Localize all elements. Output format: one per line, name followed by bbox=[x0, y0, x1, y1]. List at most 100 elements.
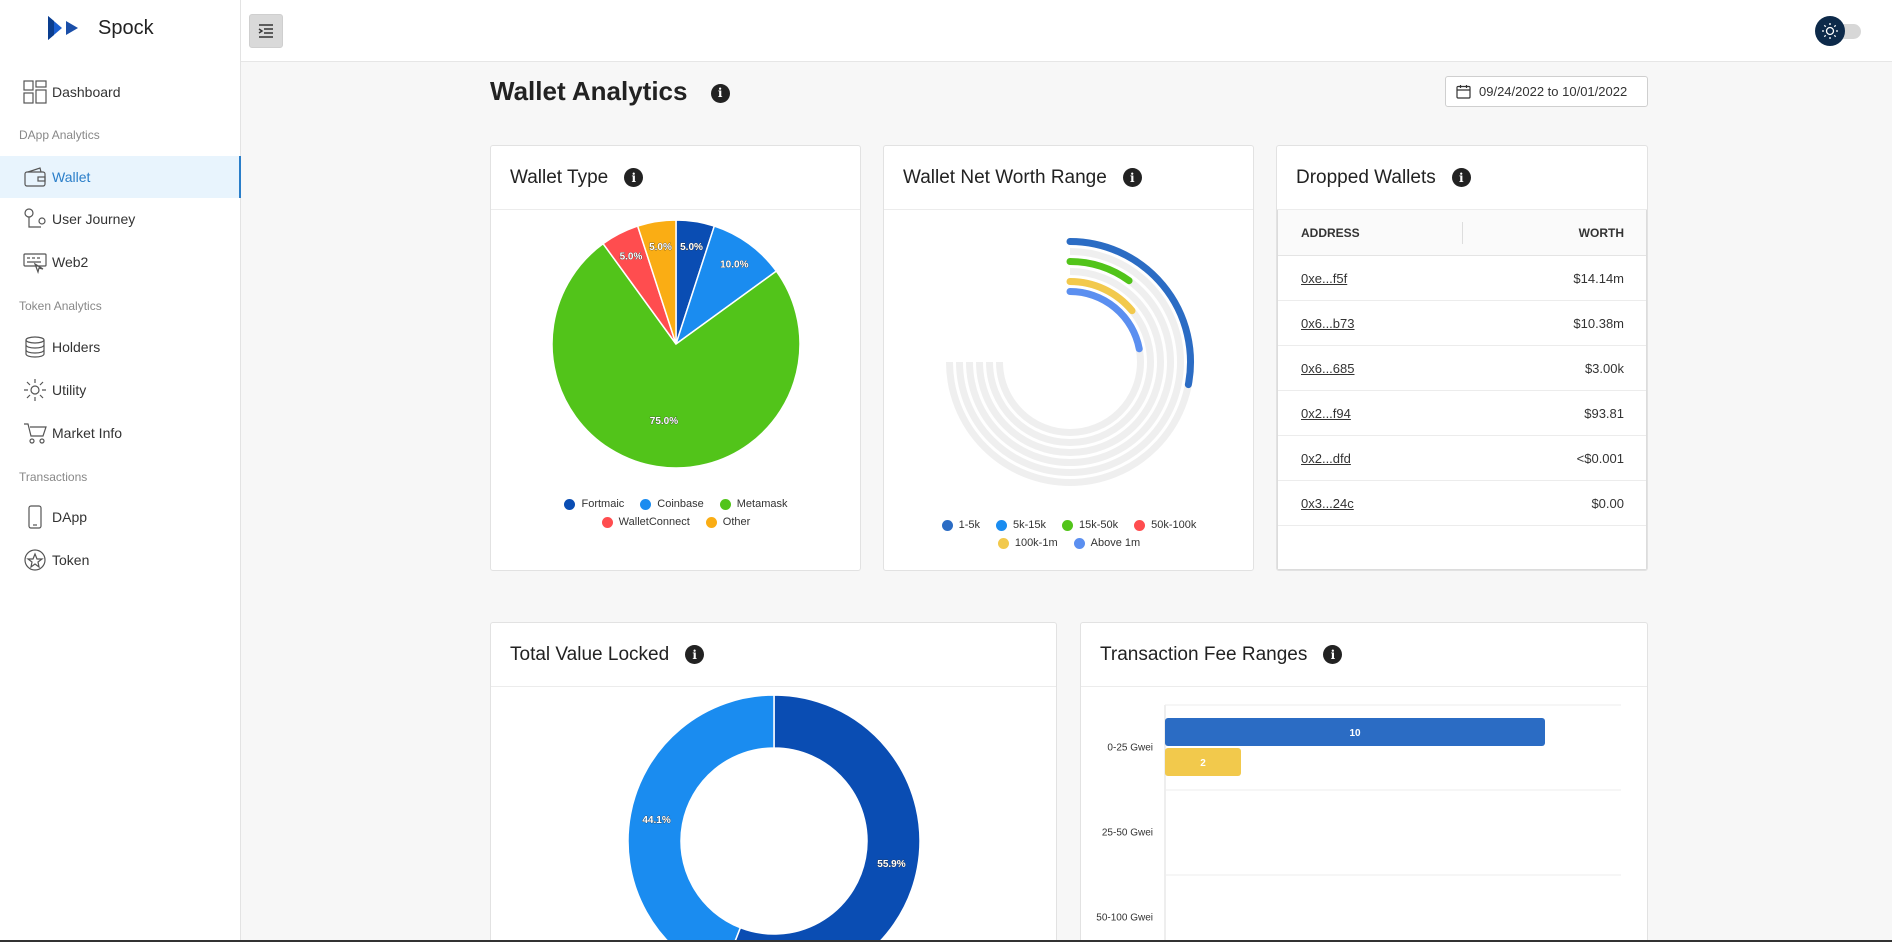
sidebar-item-label: Dashboard bbox=[52, 84, 121, 100]
sidebar-item-dashboard[interactable]: Dashboard bbox=[0, 71, 241, 113]
legend-item[interactable]: WalletConnect bbox=[601, 516, 690, 528]
sidebar-item-holders[interactable]: Holders bbox=[0, 326, 241, 368]
info-icon[interactable]: i bbox=[1122, 168, 1142, 187]
address-link[interactable]: 0x3...24c bbox=[1301, 495, 1354, 511]
info-icon[interactable]: i bbox=[1451, 168, 1471, 187]
column-header-address[interactable]: ADDRESS bbox=[1301, 225, 1360, 240]
radial-track bbox=[976, 268, 1164, 456]
page-title: Wallet Analytics i bbox=[490, 76, 730, 107]
wallet-type-card: Wallet Type i 5.0% 10.0% 75.0% 5.0% 5.0% For… bbox=[490, 145, 861, 571]
column-header-worth[interactable]: WORTH bbox=[1578, 225, 1624, 240]
tick-label: 25-50 Gwei bbox=[1102, 828, 1153, 839]
user-journey-icon bbox=[22, 206, 48, 232]
dashboard-icon bbox=[22, 79, 48, 105]
card-title: Dropped Wallets bbox=[1296, 166, 1436, 188]
legend-item[interactable]: Above 1m bbox=[1073, 537, 1141, 549]
radial-bar bbox=[1066, 278, 1136, 315]
worth-value: $93.81 bbox=[1584, 405, 1624, 421]
info-icon[interactable]: i bbox=[710, 83, 730, 103]
cart-icon bbox=[22, 420, 48, 446]
sidebar-item-wallet[interactable]: Wallet bbox=[0, 156, 241, 198]
info-icon[interactable]: i bbox=[685, 645, 705, 664]
worth-value: $14.14m bbox=[1573, 270, 1624, 286]
address-link[interactable]: 0x6...b73 bbox=[1301, 315, 1355, 331]
address-link[interactable]: 0x6...685 bbox=[1301, 360, 1355, 376]
worth-value: $0.00 bbox=[1591, 495, 1624, 511]
legend-item[interactable]: 5k-15k bbox=[995, 519, 1047, 531]
sidebar-item-label: Token bbox=[52, 552, 90, 568]
table-row: 0x6...685 $3.00k bbox=[1278, 346, 1646, 391]
legend-item[interactable]: Coinbase bbox=[640, 498, 704, 510]
legend-label: 5k-15k bbox=[1012, 519, 1047, 531]
sidebar-item-label: Wallet bbox=[52, 169, 91, 185]
tick-label: 50-100 Gwei bbox=[1096, 913, 1153, 924]
sidebar-item-label: User Journey bbox=[52, 211, 136, 227]
legend-label: 50k-100k bbox=[1151, 519, 1197, 531]
fee-ranges-card: Transaction Fee Ranges i 0-25 Gwei 10 2 25-… bbox=[1080, 622, 1648, 942]
legend-dot bbox=[941, 519, 953, 531]
theme-toggle[interactable] bbox=[1815, 15, 1865, 47]
slice-label: 44.1% bbox=[642, 815, 670, 826]
legend-item[interactable]: 1-5k bbox=[941, 519, 980, 531]
sidebar: Spock Dashboard DApp Analytics Wallet Us… bbox=[0, 0, 241, 942]
legend-label: Above 1m bbox=[1090, 537, 1141, 549]
sidebar-item-market-info[interactable]: Market Info bbox=[0, 412, 241, 454]
slice-label: 55.9% bbox=[877, 859, 905, 870]
address-link[interactable]: 0x2...dfd bbox=[1301, 450, 1351, 466]
legend-item[interactable]: Other bbox=[705, 516, 750, 528]
app-name: Spock bbox=[98, 16, 154, 39]
sidebar-item-web2[interactable]: Web2 bbox=[0, 241, 241, 283]
legend-dot bbox=[997, 537, 1009, 549]
sidebar-item-token[interactable]: Token bbox=[0, 539, 241, 581]
sidebar-item-dapp[interactable]: DApp bbox=[0, 496, 241, 538]
legend-dot bbox=[1062, 519, 1074, 531]
pie-slice bbox=[674, 225, 778, 346]
card-title: Total Value Locked bbox=[510, 643, 670, 665]
legend-dot bbox=[705, 516, 717, 528]
legend-dot bbox=[640, 498, 652, 510]
legend-label: Fortmaic bbox=[581, 498, 625, 510]
pie-slice bbox=[551, 242, 801, 469]
slice-label: 5.0% bbox=[620, 252, 643, 263]
legend-item[interactable]: Metamask bbox=[719, 498, 788, 510]
menu-toggle-button[interactable] bbox=[249, 14, 283, 48]
legend-item[interactable]: 15k-50k bbox=[1062, 519, 1118, 531]
donut-slice bbox=[733, 694, 921, 942]
dropped-wallets-card: Dropped Wallets i ADDRESS WORTH 0xe...f5… bbox=[1276, 145, 1648, 571]
date-range-text: 09/24/2022 to 10/01/2022 bbox=[1479, 84, 1628, 99]
brand[interactable]: Spock bbox=[46, 14, 154, 42]
column-divider bbox=[1462, 222, 1463, 244]
radial-track bbox=[966, 258, 1174, 466]
legend-item[interactable]: 100k-1m bbox=[997, 537, 1058, 549]
address-link[interactable]: 0xe...f5f bbox=[1301, 270, 1348, 286]
bar-label: 2 bbox=[1200, 758, 1206, 769]
legend-dot bbox=[1073, 537, 1085, 549]
page-title-text: Wallet Analytics bbox=[490, 76, 688, 106]
section-dapp-analytics: DApp Analytics bbox=[19, 128, 100, 142]
legend-label: Metamask bbox=[736, 498, 788, 510]
sidebar-item-utility[interactable]: Utility bbox=[0, 369, 241, 411]
slice-label: 5.0% bbox=[680, 242, 703, 253]
legend-item[interactable]: 50k-100k bbox=[1134, 519, 1196, 531]
sun-icon bbox=[1815, 16, 1845, 46]
legend-dot bbox=[719, 498, 731, 510]
table-row: 0x3...24c $0.00 bbox=[1278, 481, 1646, 526]
slice-label: 5.0% bbox=[649, 242, 672, 253]
dropped-wallets-table: ADDRESS WORTH 0xe...f5f $14.14m 0x6...b73… bbox=[1277, 210, 1647, 570]
calendar-icon bbox=[1456, 85, 1471, 99]
info-icon[interactable]: i bbox=[1323, 645, 1343, 664]
card-header: Total Value Locked i bbox=[491, 623, 1056, 687]
info-icon[interactable]: i bbox=[624, 168, 644, 187]
net-worth-card: Wallet Net Worth Range i 1-5k 5k-15k 15k-5… bbox=[883, 145, 1254, 571]
wallet-icon bbox=[22, 164, 48, 190]
net-worth-radial-chart bbox=[946, 238, 1194, 486]
donut-slice bbox=[627, 694, 775, 942]
radial-track bbox=[956, 248, 1184, 476]
radial-bar bbox=[1066, 258, 1133, 285]
date-range-picker[interactable]: 09/24/2022 to 10/01/2022 bbox=[1445, 76, 1648, 107]
sidebar-item-user-journey[interactable]: User Journey bbox=[0, 198, 241, 240]
legend-item[interactable]: Fortmaic bbox=[564, 498, 624, 510]
address-link[interactable]: 0x2...f94 bbox=[1301, 405, 1351, 421]
tick-label: 0-25 Gwei bbox=[1107, 743, 1153, 754]
sidebar-item-label: Web2 bbox=[52, 254, 89, 270]
